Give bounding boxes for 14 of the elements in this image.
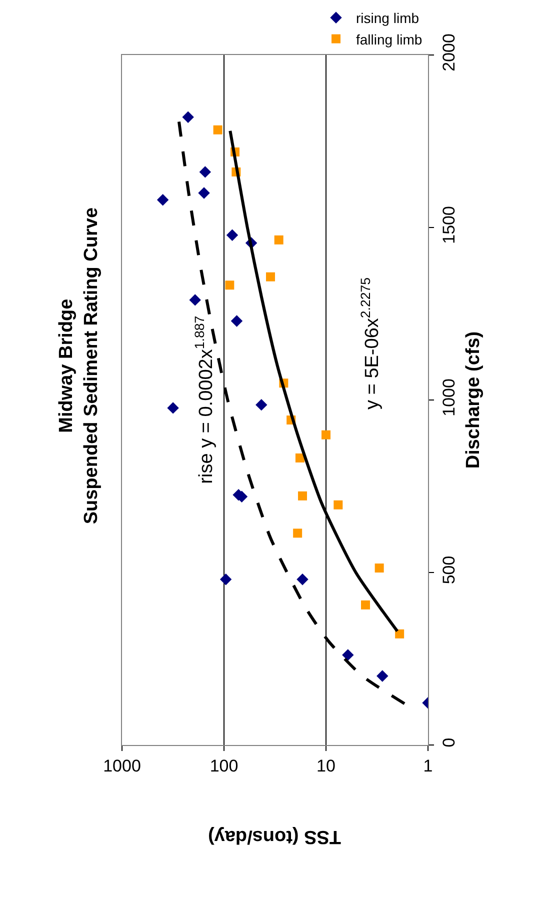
y-tick-label: 1500 — [439, 206, 458, 244]
legend-label: rising limb — [356, 10, 420, 26]
x-tick-label: 1 — [423, 756, 433, 776]
text: Midway Bridge Suspended Sediment Rating Curve — [56, 207, 102, 524]
x-tick-label: 10 — [316, 756, 336, 776]
y-tick-label: 2000 — [439, 34, 458, 72]
y-tick-label: 1000 — [439, 378, 458, 416]
x-axis-title: TSS (tons/day) — [208, 826, 341, 847]
y-axis-title: Discharge (cfs) — [463, 331, 484, 469]
y-tick-label: 500 — [439, 556, 458, 584]
y-tick-label: 0 — [439, 738, 458, 748]
x-tick-label: 100 — [210, 756, 238, 776]
x-tick-label: 1000 — [103, 756, 141, 776]
legend-label: falling limb — [356, 31, 422, 48]
